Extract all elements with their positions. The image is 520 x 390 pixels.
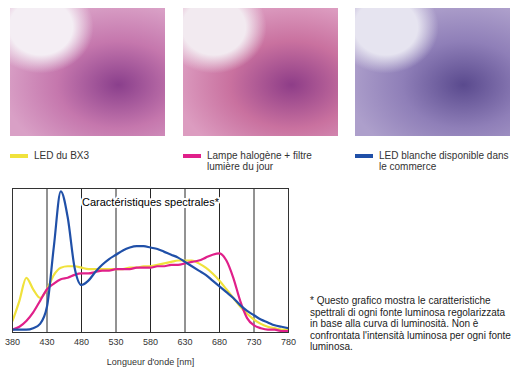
svg-text:530: 530 <box>108 337 123 347</box>
svg-text:730: 730 <box>246 337 261 347</box>
html-text:LED du BX3: LED du BX3 <box>34 150 89 161</box>
svg-text:Caractéristiques spectrales*: Caractéristiques spectrales* <box>82 196 220 208</box>
svg-text:430: 430 <box>39 337 54 347</box>
svg-text:630: 630 <box>177 337 192 347</box>
html-text:* Questo grafico mostra le car: * Questo grafico mostra le caratteristic… <box>310 295 511 352</box>
html-text:LED blanche disponible dans le: LED blanche disponible dans le commerce <box>379 150 509 172</box>
svg-text:380: 380 <box>5 337 20 347</box>
svg-text:480: 480 <box>74 337 89 347</box>
svg-text:780: 780 <box>281 337 296 347</box>
svg-text:680: 680 <box>212 337 227 347</box>
svg-text:Longueur d'onde [nm]: Longueur d'onde [nm] <box>107 357 194 367</box>
html-text:Lampe halogène + filtre lumièr: Lampe halogène + filtre lumière du jour <box>207 150 312 172</box>
svg-text:580: 580 <box>143 337 158 347</box>
